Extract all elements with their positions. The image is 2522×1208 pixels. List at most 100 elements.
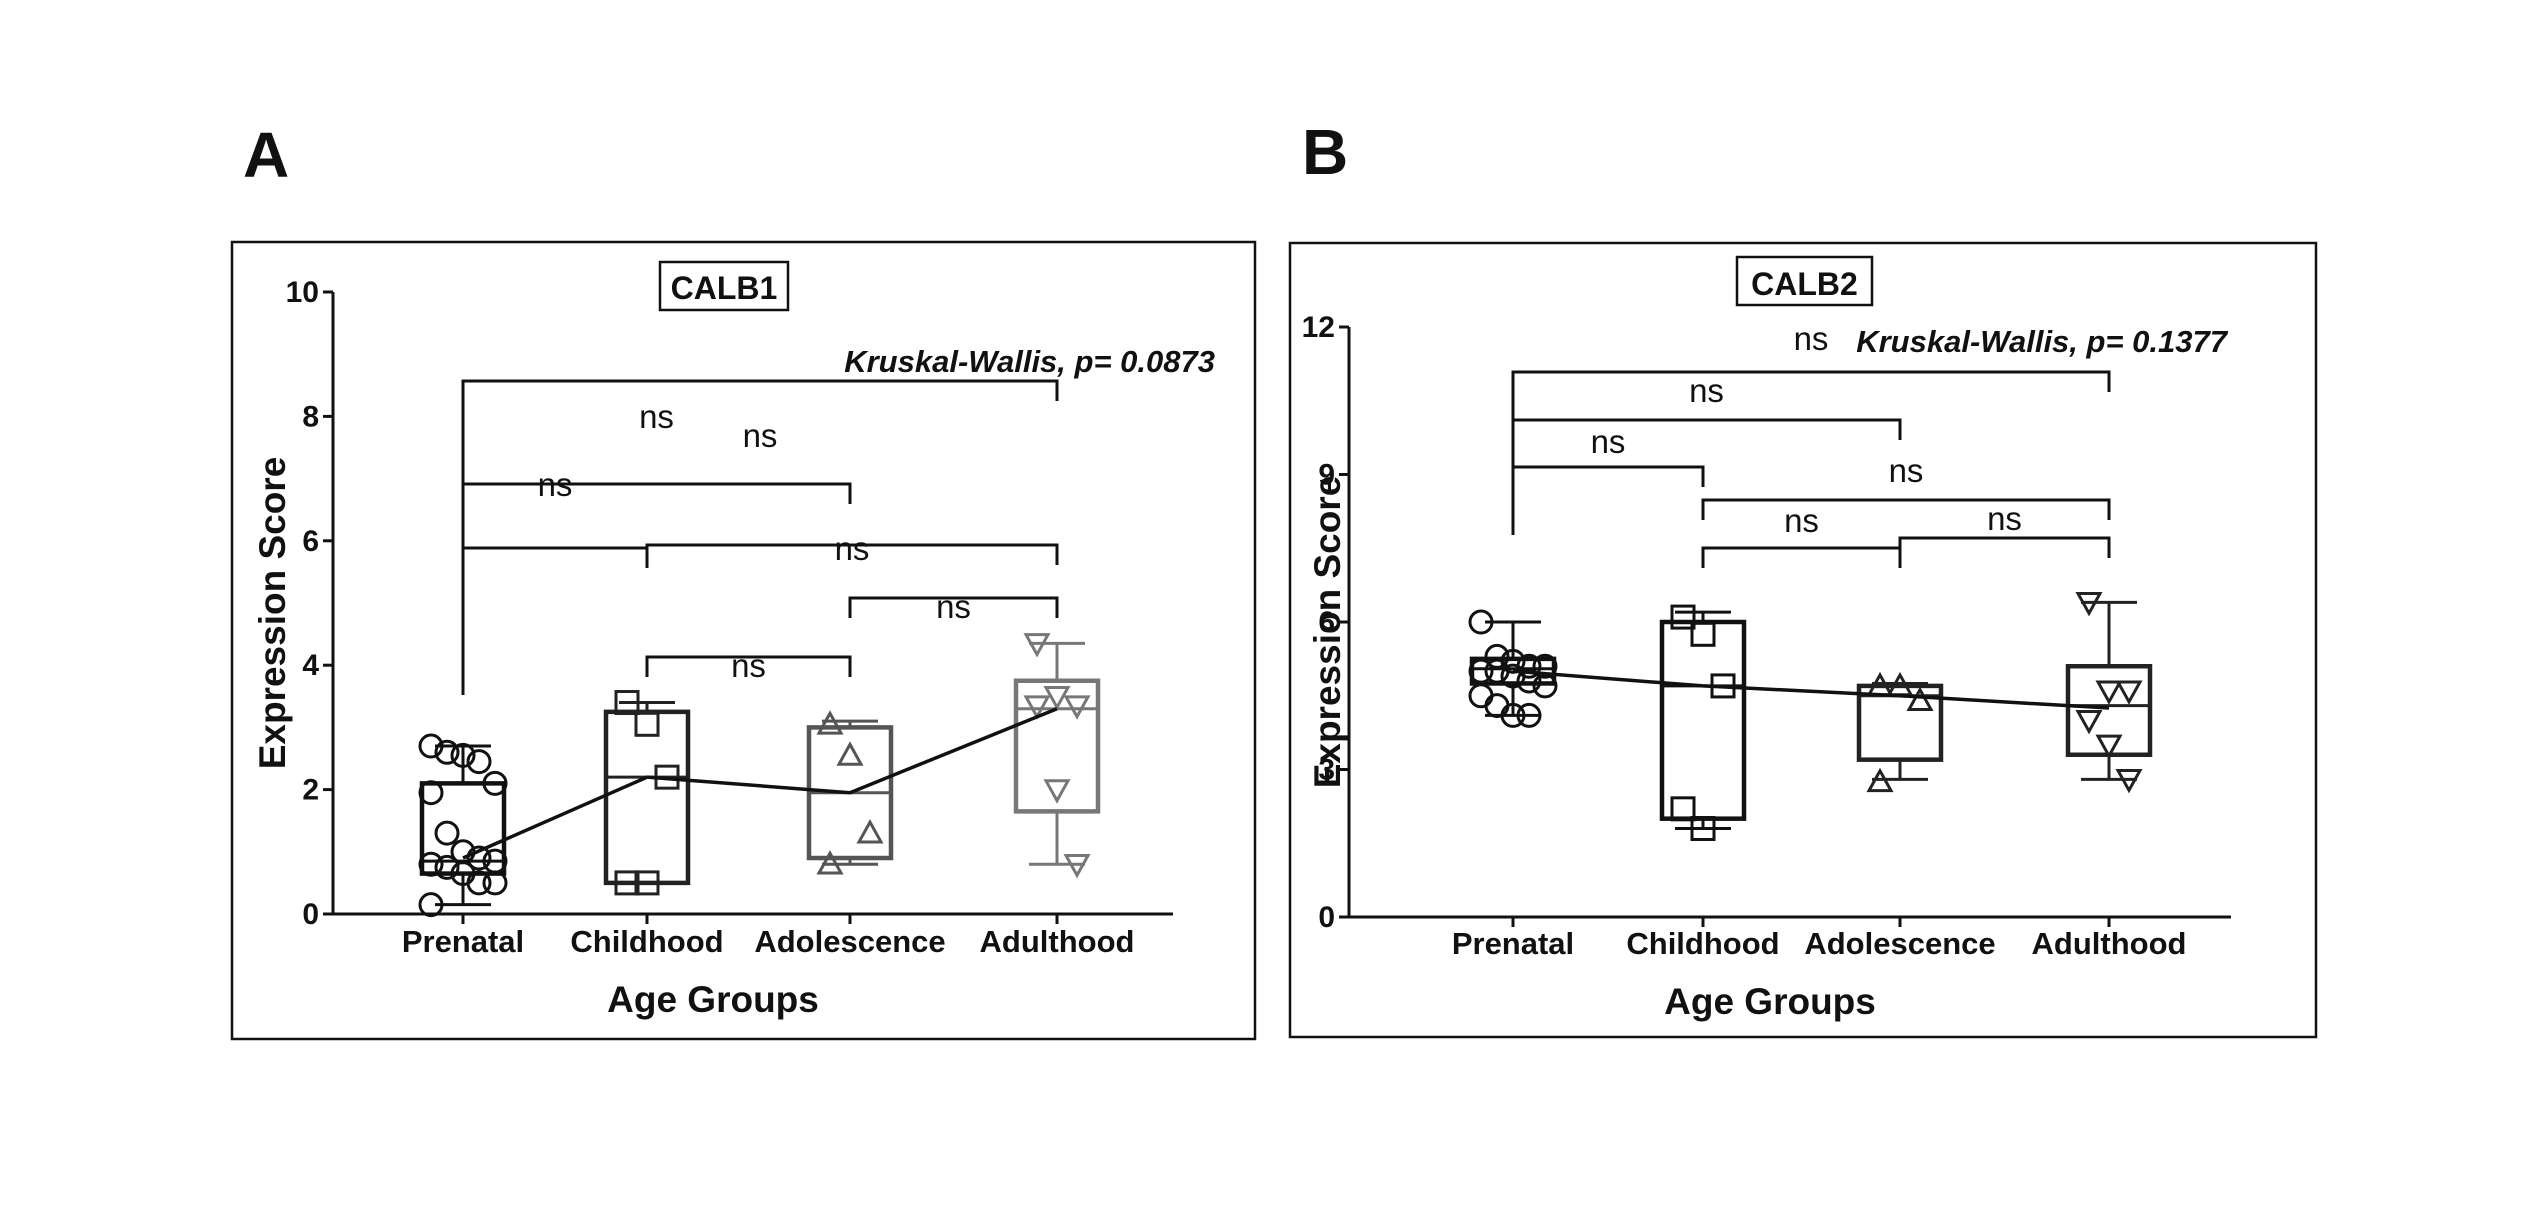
calb1-data-point [1023, 633, 1051, 658]
calb1-data-point [1043, 779, 1071, 804]
calb1-data-point [634, 711, 660, 737]
calb2-x-axis-title: Age Groups [1664, 981, 1876, 1022]
calb1-data-point [614, 690, 640, 716]
calb2-x-tick-label: Adulthood [2032, 926, 2187, 961]
calb2-data-point [1468, 658, 1494, 684]
calb1-data-point [434, 854, 460, 880]
calb1-data-point [418, 851, 444, 877]
calb1-data-point [434, 820, 460, 846]
calb2-title-box [1735, 255, 1874, 307]
calb1-comparison-label: ns [538, 466, 573, 503]
calb1-comparison-label: ns [743, 417, 778, 454]
calb1-x-tick-label: Adulthood [980, 924, 1135, 959]
calb1-data-point [1063, 695, 1091, 720]
calb2-y-tick-label: 6 [1318, 606, 1335, 639]
calb2-data-point [1484, 658, 1510, 684]
calb1-data-point [1023, 695, 1051, 720]
calb1-data-point [816, 850, 844, 875]
calb1-y-tick-label: 6 [302, 525, 319, 558]
calb2-data-point [1670, 604, 1696, 630]
calb1-data-point [614, 870, 640, 896]
calb2-x-tick-label: Childhood [1626, 926, 1779, 961]
calb2-data-point [1532, 653, 1558, 679]
calb1-trend-line [462, 707, 1058, 860]
calb1-kruskal-wallis-annotation: Kruskal-Wallis, p= 0.0873 [844, 344, 1215, 379]
calb2-x-tick-label: Prenatal [1452, 926, 1574, 961]
calb1-x-tick-label: Childhood [570, 924, 723, 959]
calb2-comparison-bracket [1701, 498, 2111, 520]
calb2-data-point [2075, 592, 2103, 617]
calb2-x-tick-label: Adolescence [1804, 926, 1995, 961]
calb1-comparison-bracket [645, 543, 1059, 565]
calb2-data-point [1906, 686, 1934, 711]
calb1-data-point [450, 742, 476, 768]
calb2-data-point [1670, 796, 1696, 822]
calb1-y-tick-label: 2 [302, 774, 319, 807]
calb1-frame [230, 240, 1257, 1041]
calb2-trend-line [1512, 669, 2110, 710]
panel-label-b: B [1302, 116, 1349, 188]
calb2-data-point [1500, 663, 1526, 689]
calb1-y-tick-label: 4 [302, 649, 319, 682]
calb2-data-point [1468, 683, 1494, 709]
calb2-comparison-label: ns [1784, 502, 1819, 539]
calb2-comparison-bracket [1701, 546, 1902, 568]
calb2-box [1659, 619, 1747, 821]
calb1-data-point [1063, 853, 1091, 879]
calb2-frame [1288, 241, 2318, 1039]
calb1-x-tick-label: Prenatal [402, 924, 524, 959]
calb2-comparison-bracket [1511, 465, 1705, 535]
calb1-data-point [816, 710, 844, 735]
calb2-data-point [2095, 680, 2123, 705]
calb1-data-point [482, 770, 508, 796]
calb2-comparison-label: ns [1689, 372, 1724, 409]
calb1-data-point [418, 733, 444, 759]
calb2-data-point [2115, 680, 2143, 705]
panel-label-a: A [243, 119, 290, 191]
calb2-comparison-label: ns [1794, 320, 1829, 357]
calb2-box [1856, 683, 1944, 762]
calb2-data-point [1468, 609, 1494, 635]
calb1-data-point [1043, 686, 1071, 711]
calb1-data-point [466, 749, 492, 775]
calb1-y-tick-label: 10 [286, 276, 319, 309]
calb1-data-point [466, 845, 492, 871]
calb2-comparison-label: ns [1591, 423, 1626, 460]
calb1-x-tick-label: Adolescence [754, 924, 945, 959]
calb1-data-point [634, 870, 660, 896]
calb2-data-point [1866, 767, 1894, 793]
calb1-data-point [418, 780, 444, 806]
calb1-data-point [856, 819, 884, 844]
calb1-box [603, 709, 691, 886]
calb2-comparison-bracket [1898, 536, 2111, 558]
calb1-comparison-label: ns [639, 398, 674, 435]
calb1-comparison-label: ns [936, 588, 971, 625]
calb2-comparison-label: ns [1889, 452, 1924, 489]
calb1-comparison-bracket [461, 546, 649, 695]
calb1-title: CALB1 [671, 270, 778, 306]
calb1-y-axis-title: Expression Score [252, 457, 293, 770]
calb2-y-tick-label: 9 [1318, 459, 1335, 492]
calb1-box [1013, 678, 1101, 814]
calb1-y-tick-label: 8 [302, 400, 319, 433]
calb1-comparison-bracket [645, 655, 852, 677]
calb2-y-tick-label: 3 [1318, 754, 1335, 787]
calb2-title: CALB2 [1751, 266, 1858, 302]
calb2-y-tick-label: 0 [1318, 901, 1335, 934]
calb1-comparison-bracket [848, 596, 1059, 618]
calb1-comparison-bracket [461, 482, 852, 695]
calb1-title-box [658, 260, 790, 312]
calb2-data-point [1516, 668, 1542, 694]
calb1-data-point [836, 741, 864, 766]
calb2-data-point [1690, 816, 1716, 841]
calb2-data-point [1484, 643, 1510, 669]
calb2-data-point [1484, 693, 1510, 719]
calb1-data-point [482, 870, 508, 896]
calb1-comparison-label: ns [731, 647, 766, 684]
calb1-data-point [434, 739, 460, 765]
calb2-comparison-label: ns [1987, 500, 2022, 537]
calb1-data-point [466, 870, 492, 896]
calb2-comparison-bracket [1511, 418, 1902, 535]
calb2-y-tick-label: 12 [1302, 311, 1335, 344]
